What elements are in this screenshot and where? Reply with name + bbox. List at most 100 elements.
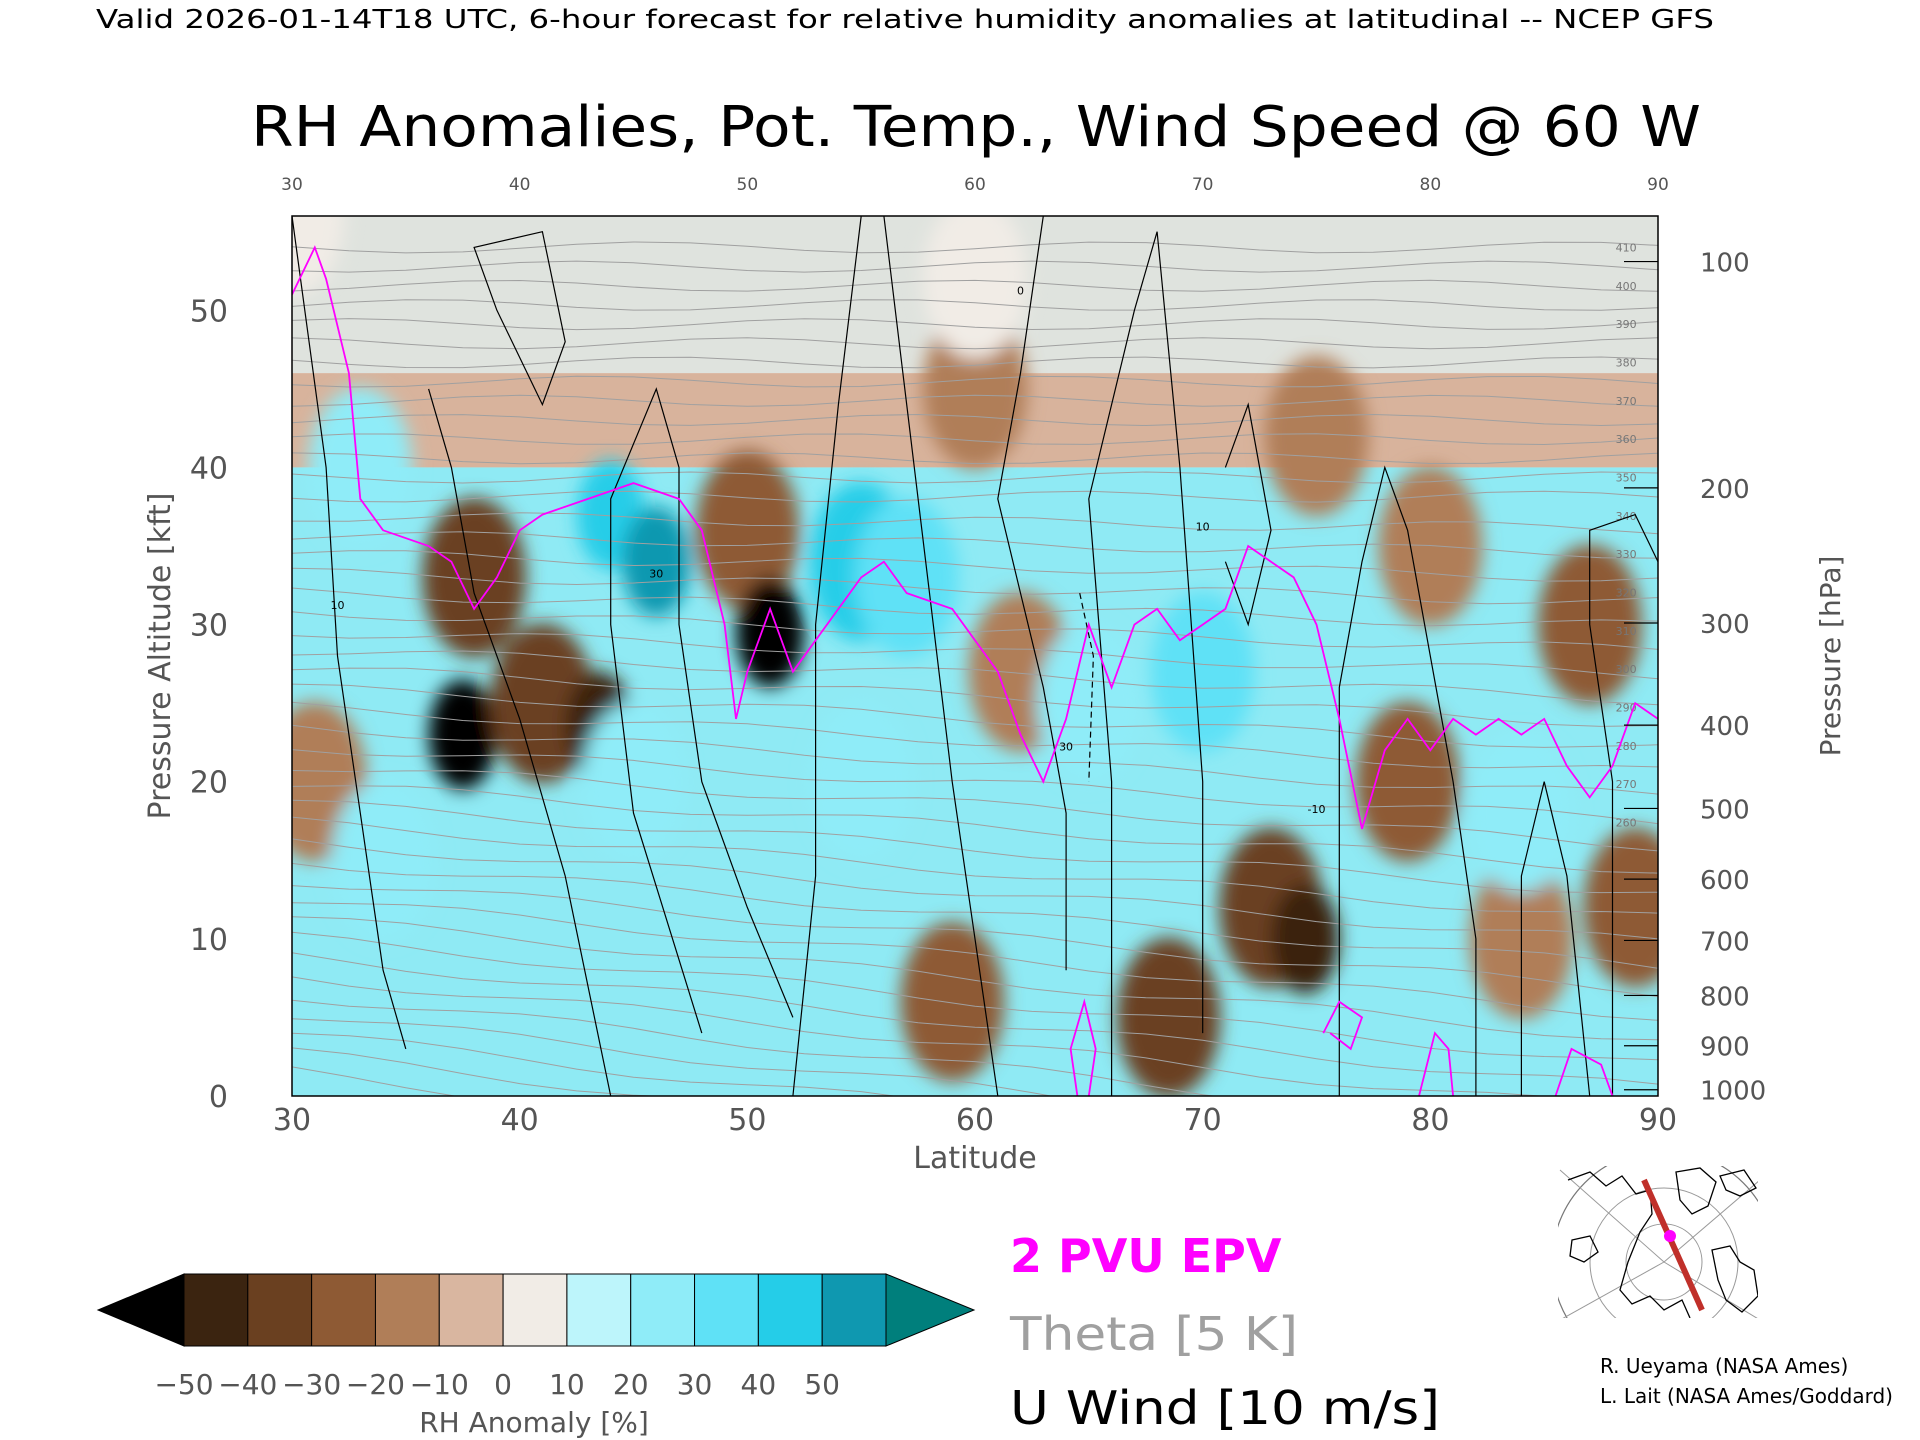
colorbar-tick-label: −50: [154, 1368, 213, 1401]
theta-contour: [292, 452, 1658, 465]
rh-anomaly-field: [292, 216, 1658, 1096]
theta-contour: [292, 838, 1658, 940]
y-tick-label: 0: [209, 1080, 228, 1115]
theta-contour: [292, 241, 1658, 254]
pressure-tick-marks: [1624, 260, 1658, 1091]
theta-contour: [292, 902, 1658, 1021]
u-wind-contour: [473, 230, 566, 407]
y-tick-label: 30: [190, 609, 228, 644]
theta-contour-label: 380: [1616, 356, 1637, 369]
colorbar-cell: [821, 1273, 887, 1347]
theta-contour-label: 300: [1616, 663, 1637, 676]
theta-contour: [292, 611, 1658, 650]
theta-contour-label: 370: [1616, 395, 1637, 408]
theta-contour: [292, 1018, 1054, 1096]
rh-anomaly-cell: [1355, 701, 1460, 862]
theta-contour: [292, 816, 1658, 914]
x-tick-label: 90: [1639, 1103, 1677, 1138]
u-wind-contour-label: 30: [649, 567, 663, 580]
legend-theta: Theta [5 K]: [1009, 1307, 1298, 1361]
theta-contour: [292, 724, 1658, 795]
colorbar-min-arrow: [96, 1273, 185, 1347]
u-wind-contour-label: 0: [1017, 285, 1024, 298]
map-coastline: [1675, 1167, 1717, 1215]
theta-contour: [292, 785, 1658, 874]
pressure-tick-label: 1000: [1700, 1077, 1766, 1107]
epv-contour: [1554, 1047, 1614, 1096]
theta-contour-label: 260: [1616, 817, 1637, 830]
u-wind-contour: [292, 216, 407, 1050]
theta-contour: [292, 683, 1658, 748]
pressure-axis: 100 200 300 400 500 600 700 800 900 1000: [1700, 249, 1766, 1107]
plot-area: 4104003903803703603503403303203103002902…: [291, 215, 1659, 1097]
map-coastline: [1719, 1169, 1757, 1197]
rh-anomaly-cell: [331, 780, 436, 941]
y2-axis-label: Pressure [hPa]: [1814, 556, 1847, 757]
theta-contour-label: 320: [1616, 587, 1637, 600]
epv-contour: [1418, 1031, 1454, 1096]
colorbar-cell: [374, 1273, 440, 1347]
x-tick-label: 80: [1411, 1103, 1449, 1138]
colorbar-tick-label: 0: [494, 1368, 512, 1401]
map-meridian: [1559, 1169, 1665, 1263]
map-section-marker: [1664, 1230, 1676, 1242]
locator-map: [1558, 1166, 1758, 1318]
pressure-tick-label: 800: [1700, 982, 1750, 1012]
chart-title: RH Anomalies, Pot. Temp., Wind Speed @ 6…: [251, 95, 1701, 160]
theta-contour: [292, 531, 1658, 559]
pressure-tick-label: 700: [1700, 927, 1750, 957]
rh-anomaly-cell: [1264, 356, 1369, 516]
map-coastline: [1711, 1245, 1758, 1313]
pressure-tick-label: 100: [1700, 249, 1750, 279]
theta-contour-label: 270: [1616, 778, 1637, 791]
theta-contour-label: 390: [1616, 318, 1637, 331]
u-wind-contour: [997, 216, 1067, 971]
theta-contour: [292, 799, 1658, 894]
legend: 2 PVU EPV Theta [5 K] U Wind [10 m/s]: [1009, 1229, 1440, 1435]
theta-contour-label: 410: [1616, 241, 1637, 254]
colorbar-tick-label: −10: [410, 1368, 469, 1401]
theta-contours: 4104003903803703603503403303203103002902…: [292, 241, 1658, 1096]
x-top-tick-label: 30: [281, 175, 303, 195]
u-wind-contour-label: 30: [1059, 740, 1073, 753]
theta-contour: [292, 299, 1658, 311]
map-latitude-ring: [1589, 1187, 1739, 1318]
colorbar-tick-label: 10: [549, 1368, 585, 1401]
colorbar-cell: [311, 1273, 376, 1347]
x-top-tick-label: 90: [1647, 175, 1669, 195]
rh-anomaly-cell: [1150, 591, 1255, 752]
colorbar-tick-label: 50: [804, 1368, 840, 1401]
theta-contour: [292, 916, 1658, 1041]
colorbar-cell: [566, 1273, 632, 1347]
pressure-tick-label: 200: [1700, 475, 1750, 505]
colorbar-label: RH Anomaly [%]: [419, 1406, 649, 1439]
rh-anomaly-cell: [422, 497, 527, 658]
colorbar-tick-label: −30: [282, 1368, 341, 1401]
theta-contour: [292, 749, 1658, 825]
u-wind-contour: [1338, 465, 1477, 1096]
plot-frame: [291, 215, 1659, 1097]
theta-contour-label: 360: [1616, 433, 1637, 446]
theta-contour: [292, 550, 1658, 582]
y-axis: 0 10 20 30 40 50: [190, 294, 228, 1115]
credit-line-1: R. Ueyama (NASA Ames): [1600, 1354, 1848, 1378]
colorbar-cell: [247, 1273, 313, 1347]
theta-contour: [292, 337, 1658, 350]
theta-contour-label: 350: [1616, 471, 1637, 484]
rh-anomaly-cell: [1583, 827, 1658, 988]
x-tick-label: 50: [728, 1103, 766, 1138]
theta-contour: [292, 318, 1658, 331]
colorbar-tick-label: 30: [677, 1368, 713, 1401]
rh-anomaly-cell: [923, 216, 1027, 359]
theta-contour: [292, 885, 1658, 998]
u-wind-contour-label: 10: [1196, 520, 1210, 533]
theta-contour: [292, 952, 1658, 1085]
theta-contour: [292, 567, 1658, 605]
rh-anomaly-cell: [428, 679, 497, 790]
map-section-line: [1641, 1178, 1705, 1312]
colorbar-cell: [757, 1273, 823, 1347]
x-top-tick-label: 40: [509, 175, 531, 195]
theta-contour: [292, 976, 1546, 1096]
